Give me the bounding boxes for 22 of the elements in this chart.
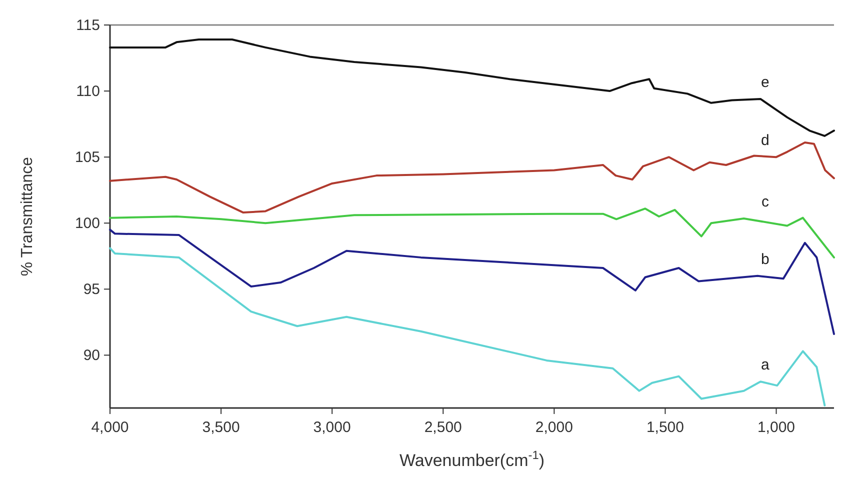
x-tick-label: 4,000 [91, 419, 129, 436]
series-label: e [761, 74, 770, 91]
x-tick-label: 3,000 [313, 419, 351, 436]
y-tick-label: 95 [83, 281, 100, 298]
y-tick-label: 110 [76, 83, 100, 100]
y-axis-title: % Transmittance [19, 156, 36, 276]
x-tick-label: 1,500 [646, 419, 684, 436]
line-series [109, 247, 826, 406]
series-label: c [761, 193, 770, 210]
y-tick-label: 105 [74, 149, 100, 166]
y-tick-label: 115 [76, 17, 100, 34]
line-series [109, 228, 835, 336]
x-axis-title: Wavenumber(cm$^{-1}$) [399, 448, 545, 470]
series-label: b [761, 250, 770, 268]
series-label: d [761, 132, 770, 150]
x-tick-label: 1,000 [757, 419, 796, 436]
y-tick-label: 90 [83, 347, 100, 364]
series-label: a [761, 356, 770, 374]
x-tick-label: 3,500 [202, 419, 240, 436]
x-tick-label: 2,500 [424, 419, 462, 436]
y-tick-label: 100 [74, 215, 100, 232]
x-tick-label: 2,000 [535, 419, 573, 436]
